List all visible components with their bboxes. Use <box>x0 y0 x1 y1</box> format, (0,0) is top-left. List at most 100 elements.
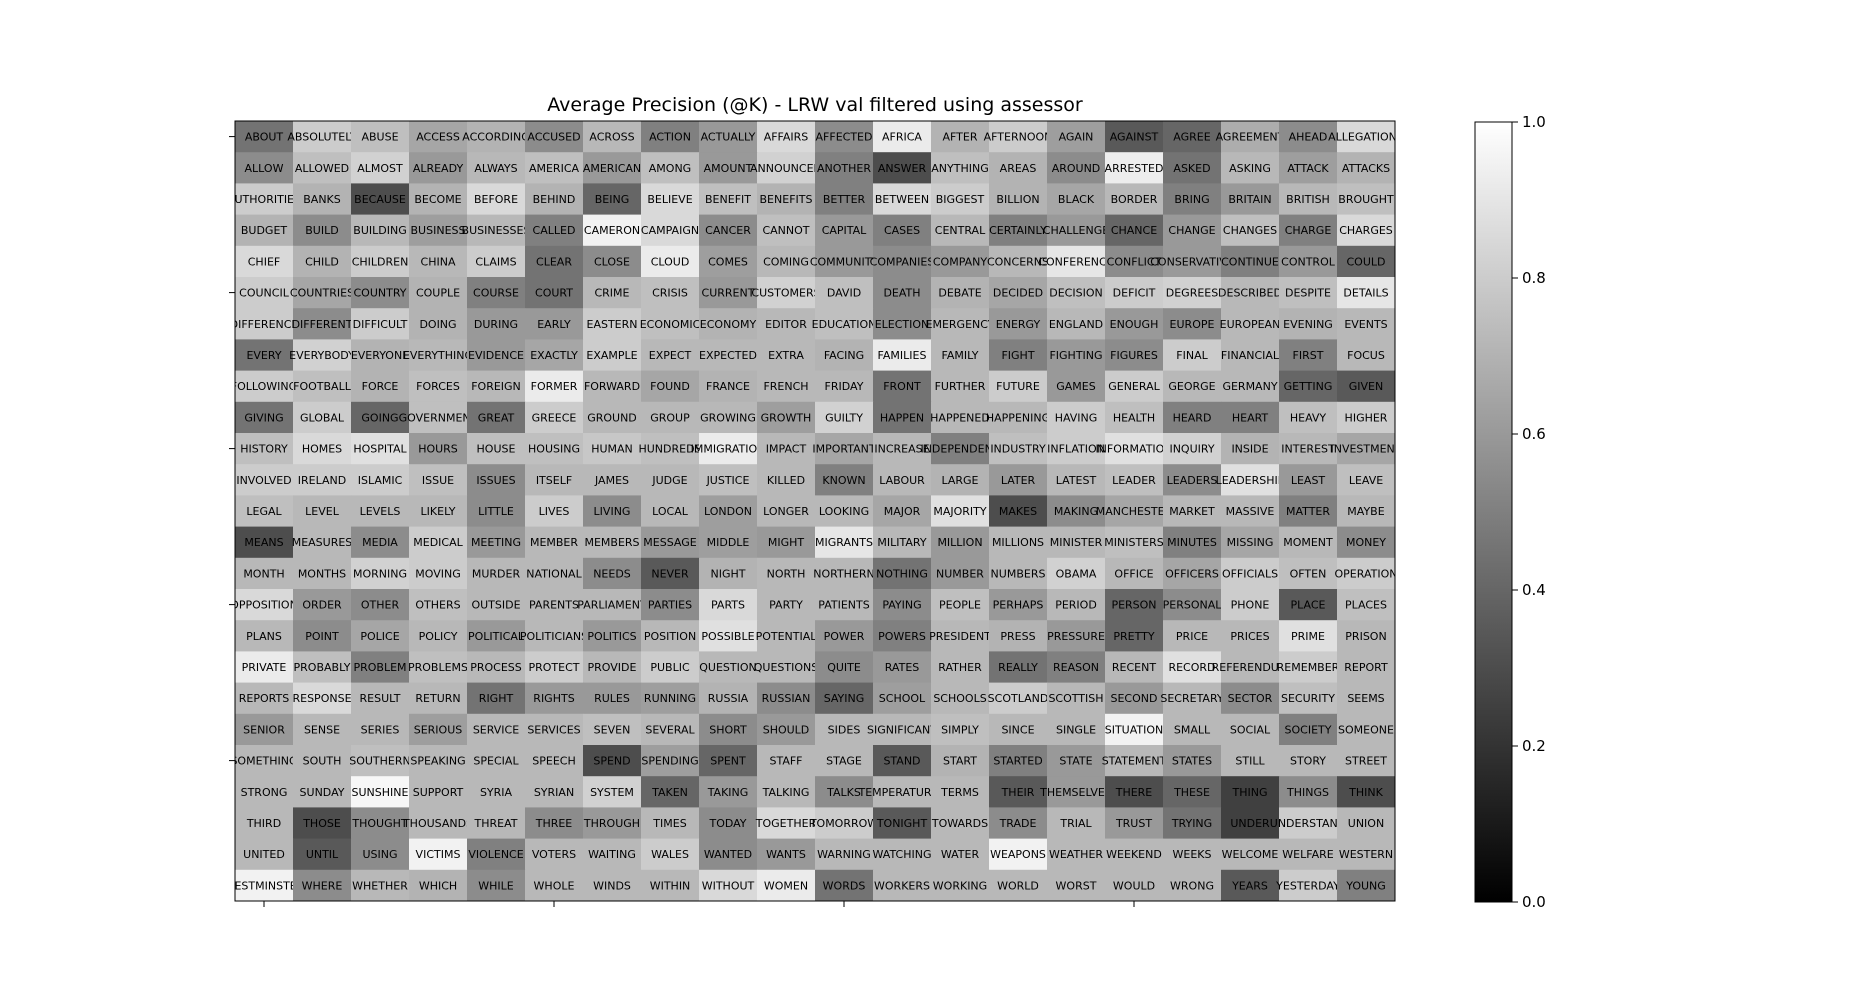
heatmap-cell <box>931 277 990 309</box>
heatmap-cell <box>1047 401 1106 434</box>
cell-label: WINDS <box>593 879 631 892</box>
cell-label: BEING <box>595 193 630 206</box>
heatmap-cell <box>815 245 874 278</box>
heatmap-cell <box>1337 183 1395 216</box>
cell-label: PAYING <box>882 599 921 612</box>
heatmap-cell <box>1047 245 1106 278</box>
heatmap-cell <box>583 838 642 871</box>
heatmap-cell <box>931 464 990 496</box>
colorbar: 0.0 0.2 0.4 0.6 0.8 1.0 <box>1474 113 1546 911</box>
cell-label: DAVID <box>827 287 861 300</box>
heatmap-cell <box>757 620 816 652</box>
heatmap-cell <box>235 121 294 153</box>
heatmap-cell <box>525 557 584 590</box>
heatmap-cell <box>989 807 1048 840</box>
heatmap-cell <box>1221 214 1280 247</box>
cell-label: CONTROL <box>1281 255 1336 268</box>
heatmap-cell <box>1279 807 1338 840</box>
cell-label: ASKING <box>1229 162 1271 175</box>
cell-label: REPORT <box>1344 661 1388 674</box>
cell-label: CONFLICT <box>1107 255 1162 268</box>
cell-label: WORKING <box>933 879 987 892</box>
cell-label: MEETING <box>471 536 521 549</box>
heatmap-cell <box>1105 152 1164 184</box>
heatmap-cell <box>351 589 410 621</box>
heatmap-cell <box>235 401 294 434</box>
heatmap-cell <box>293 651 352 684</box>
cell-label: PRESS <box>1000 630 1035 643</box>
heatmap-cell <box>409 557 468 590</box>
heatmap-cell <box>815 339 874 372</box>
cell-label: FOCUS <box>1347 349 1385 362</box>
heatmap-cell <box>931 433 990 465</box>
cell-label: ISSUE <box>422 474 454 487</box>
heatmap-cell <box>815 745 874 777</box>
cell-label: MORNING <box>353 567 407 580</box>
cell-label: WORKERS <box>874 879 930 892</box>
cell-label: SEEMS <box>1347 692 1384 705</box>
cell-label: GROUP <box>650 411 690 424</box>
cell-label: IMPACT <box>766 443 807 456</box>
heatmap-cell <box>583 557 642 590</box>
heatmap-cell <box>1279 245 1338 278</box>
heatmap-cell <box>235 495 294 528</box>
heatmap-cell <box>1221 464 1280 496</box>
cell-label: SINGLE <box>1056 723 1096 736</box>
heatmap-cell <box>583 214 642 247</box>
heatmap-cell <box>293 121 352 153</box>
cell-label: SENSE <box>304 723 340 736</box>
cell-label: ANSWER <box>878 162 927 175</box>
cell-label: EXAMPLE <box>586 349 637 362</box>
cell-label: PRICE <box>1176 630 1208 643</box>
cell-label: CALLED <box>533 224 576 237</box>
heatmap-cell <box>699 152 758 184</box>
cell-label: LEAVE <box>1349 474 1383 487</box>
cell-label: AGAINST <box>1110 131 1159 144</box>
cell-label: DIFFICULT <box>353 318 408 331</box>
cell-label: NATIONAL <box>526 567 582 580</box>
cell-label: MIDDLE <box>707 536 750 549</box>
cell-label: THESE <box>1173 786 1210 799</box>
cell-label: FRANCE <box>706 380 750 393</box>
cell-label: SCHOOL <box>879 692 926 705</box>
cell-label: UNDERSTAND <box>1270 817 1346 830</box>
heatmap-cell <box>409 152 468 184</box>
heatmap-cell <box>757 869 816 901</box>
heatmap-cell <box>1047 557 1106 590</box>
cell-label: WHICH <box>419 879 457 892</box>
heatmap-cell <box>1163 526 1222 559</box>
cell-label: LEVEL <box>305 505 340 518</box>
cell-label: START <box>943 755 977 768</box>
heatmap-cell <box>1105 495 1164 528</box>
heatmap-cell <box>1163 152 1222 184</box>
heatmap-cell <box>583 776 642 808</box>
heatmap-cell <box>699 277 758 309</box>
cell-label: SERIES <box>361 723 400 736</box>
cell-label: BECAUSE <box>354 193 406 206</box>
cell-label: PLANS <box>246 630 282 643</box>
cell-label: COUNTRY <box>354 287 407 300</box>
cell-label: SYRIAN <box>534 786 574 799</box>
cell-label: RATES <box>885 661 920 674</box>
cell-label: ALREADY <box>413 162 464 175</box>
cell-label: WAITING <box>588 848 636 861</box>
heatmap-cell <box>409 807 468 840</box>
heatmap-cell <box>467 245 526 278</box>
heatmap-cell <box>641 651 700 684</box>
heatmap-cell <box>815 401 874 434</box>
cell-label: FOOTBALL <box>293 380 352 393</box>
heatmap-cell <box>583 869 642 901</box>
heatmap-cell <box>467 277 526 309</box>
cell-label: REPORTS <box>239 692 289 705</box>
cell-label: MIGRANTS <box>815 536 873 549</box>
heatmap-cell <box>293 308 352 340</box>
heatmap-cell <box>409 682 468 715</box>
cell-label: MILLIONS <box>992 536 1044 549</box>
heatmap-cell <box>1105 433 1164 465</box>
cell-label: IMMIGRATION <box>691 443 766 456</box>
heatmap-cell <box>235 214 294 247</box>
cell-label: CLOSE <box>594 255 630 268</box>
heatmap-cell <box>757 464 816 496</box>
heatmap-cell <box>293 589 352 621</box>
cell-label: BLACK <box>1058 193 1095 206</box>
